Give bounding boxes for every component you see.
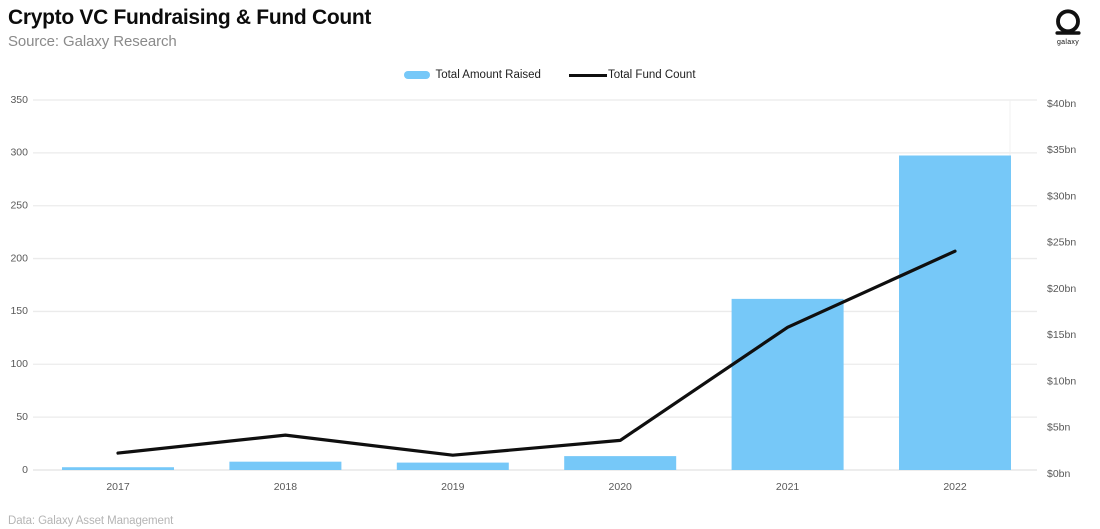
y-axis-left-tick-label: 100 bbox=[10, 358, 28, 370]
galaxy-helmet-icon bbox=[1048, 8, 1088, 38]
chart-subtitle: Source: Galaxy Research bbox=[8, 33, 177, 50]
y-axis-left-tick-label: 150 bbox=[10, 305, 28, 317]
page-title: Crypto VC Fundraising & Fund Count bbox=[8, 6, 372, 29]
y-axis-right-tick-label: $40bn bbox=[1047, 98, 1076, 110]
x-axis-tick-label: 2019 bbox=[441, 481, 465, 493]
y-axis-left-tick-label: 50 bbox=[16, 411, 28, 423]
y-axis-right-tick-label: $35bn bbox=[1047, 144, 1076, 156]
bar-2022 bbox=[899, 155, 1011, 470]
galaxy-logo-text: galaxy bbox=[1056, 39, 1080, 46]
y-axis-left-tick-label: 0 bbox=[22, 464, 28, 476]
y-axis-right-tick-label: $5bn bbox=[1047, 422, 1071, 434]
legend-item-fund-count: Total Fund Count bbox=[568, 69, 696, 81]
galaxy-logo: galaxy bbox=[1048, 8, 1088, 46]
x-axis-tick-label: 2017 bbox=[106, 481, 130, 493]
fund-count-line bbox=[116, 249, 957, 457]
y-axis-left-tick-label: 350 bbox=[10, 94, 28, 106]
x-axis-tick-label: 2022 bbox=[943, 481, 967, 493]
chart-header: Crypto VC Fundraising & Fund Count Sourc… bbox=[8, 6, 371, 50]
y-axis-right-tick-label: $20bn bbox=[1047, 283, 1076, 295]
y-axis-left-tick-label: 300 bbox=[10, 147, 28, 159]
x-axis-tick-label: 2021 bbox=[776, 481, 800, 493]
y-axis-right-tick-label: $25bn bbox=[1047, 237, 1076, 249]
y-axis-left-tick-label: 250 bbox=[10, 199, 28, 211]
legend-label-fund-count: Total Fund Count bbox=[607, 69, 696, 81]
y-axis-right-tick-label: $0bn bbox=[1047, 468, 1071, 480]
bar-swatch-icon bbox=[404, 71, 431, 79]
bar-2020 bbox=[564, 456, 677, 470]
bar-2021 bbox=[731, 298, 844, 470]
bar-2019 bbox=[396, 462, 509, 470]
bar-2017 bbox=[62, 467, 174, 470]
chart-legend: Total Amount Raised Total Fund Count bbox=[0, 69, 1100, 81]
y-axis-right-tick-label: $10bn bbox=[1047, 375, 1076, 387]
y-axis-right-tick-label: $30bn bbox=[1047, 190, 1076, 202]
legend-item-amount-raised: Total Amount Raised bbox=[404, 69, 541, 81]
y-axis-left-tick-label: 200 bbox=[10, 252, 28, 264]
line-swatch-icon bbox=[568, 73, 607, 77]
y-axis-right-tick-label: $15bn bbox=[1047, 329, 1076, 341]
legend-label-amount-raised: Total Amount Raised bbox=[435, 69, 541, 81]
x-axis-tick-label: 2020 bbox=[609, 481, 633, 493]
chart-footnote: Data: Galaxy Asset Management bbox=[8, 514, 174, 527]
bar-2018 bbox=[229, 461, 342, 470]
x-axis-tick-label: 2018 bbox=[274, 481, 298, 493]
